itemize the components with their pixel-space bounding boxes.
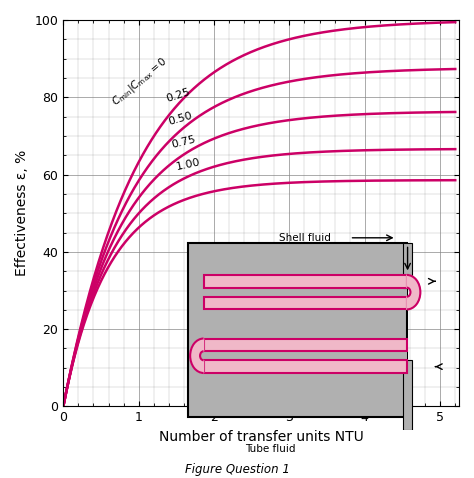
- Bar: [204, 288, 407, 297]
- Bar: [204, 338, 407, 351]
- Text: 0.25: 0.25: [165, 87, 191, 104]
- Text: $C_{\min}|C_{\max} = 0$: $C_{\min}|C_{\max} = 0$: [109, 54, 170, 109]
- Bar: [204, 275, 407, 288]
- Bar: [188, 243, 407, 417]
- Text: Tube fluid: Tube fluid: [246, 444, 296, 454]
- Bar: [204, 360, 407, 373]
- Bar: [403, 360, 412, 430]
- Bar: [403, 243, 412, 288]
- Bar: [204, 297, 407, 309]
- Text: Figure Question 1: Figure Question 1: [184, 463, 290, 476]
- Polygon shape: [407, 275, 420, 309]
- Y-axis label: Effectiveness ε, %: Effectiveness ε, %: [15, 150, 29, 276]
- Text: 0.50: 0.50: [167, 110, 194, 127]
- Bar: [204, 351, 407, 360]
- Text: 0.75: 0.75: [170, 134, 197, 150]
- Polygon shape: [190, 338, 204, 373]
- X-axis label: Number of transfer units NTU: Number of transfer units NTU: [159, 430, 364, 444]
- Text: 1.00: 1.00: [175, 157, 201, 173]
- Text: Shell fluid: Shell fluid: [279, 233, 331, 243]
